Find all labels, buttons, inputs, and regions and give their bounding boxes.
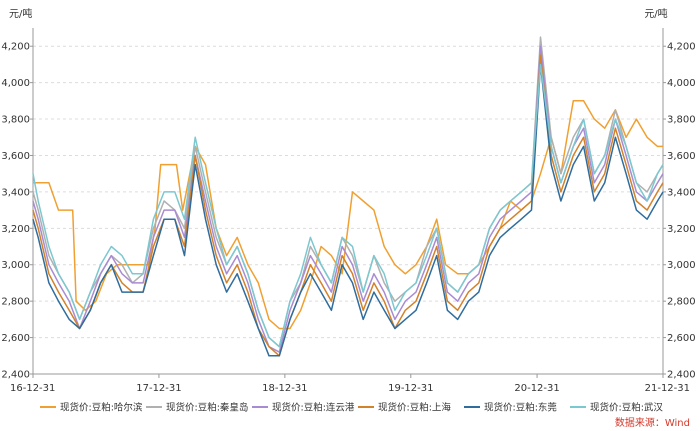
series-line-3 xyxy=(32,45,664,353)
y-tick-right-4200: 4,200 xyxy=(667,42,696,53)
y-tick-right-2800: 2,800 xyxy=(667,297,696,308)
y-tick-right-3200: 3,200 xyxy=(667,224,696,235)
y-tick-right-3800: 3,800 xyxy=(667,115,696,126)
legend-label-6: 现货价:豆粕:武汉 xyxy=(590,402,663,414)
y-tick-left-3600: 3,600 xyxy=(1,151,30,162)
legend-label-5: 现货价:豆粕:东莞 xyxy=(484,402,557,414)
axes: 2,400 2,400 2,600 2,600 2,800 2,800 3,000 3,000… xyxy=(1,28,696,394)
x-tick-2017-12-31: 17-12-31 xyxy=(136,383,181,394)
x-tick-2016-12-31: 16-12-31 xyxy=(10,383,55,394)
x-tick-2021-12-31: 21-12-31 xyxy=(645,383,690,394)
y-tick-left-4000: 4,000 xyxy=(1,78,30,89)
legend-label-3: 现货价:豆粕:连云港 xyxy=(272,402,355,414)
legend-label-4: 现货价:豆粕:上海 xyxy=(378,402,451,414)
series-line-5 xyxy=(32,63,664,357)
series-line-2 xyxy=(32,36,664,348)
series-lines xyxy=(32,36,664,357)
y-tick-right-2600: 2,600 xyxy=(667,333,696,344)
series-line-6 xyxy=(32,63,664,348)
left-unit-label: 元/吨 xyxy=(9,7,32,20)
x-tick-2019-12-31: 19-12-31 xyxy=(388,383,433,394)
series-line-4 xyxy=(32,54,664,357)
y-tick-left-2800: 2,800 xyxy=(1,297,30,308)
x-tick-2018-12-31: 18-12-31 xyxy=(262,383,307,394)
y-tick-left-2600: 2,600 xyxy=(1,333,30,344)
y-tick-right-3000: 3,000 xyxy=(667,260,696,271)
y-tick-left-4200: 4,200 xyxy=(1,42,30,53)
legend: 现货价:豆粕:哈尔滨 现货价:豆粕:秦皇岛 现货价:豆粕:连云港 现货价:豆粕:上海 现… xyxy=(40,402,663,414)
right-unit-label: 元/吨 xyxy=(644,7,667,20)
y-tick-left-3200: 3,200 xyxy=(1,224,30,235)
y-tick-left-3400: 3,400 xyxy=(1,187,30,198)
legend-label-1: 现货价:豆粕:哈尔滨 xyxy=(60,402,143,414)
legend-label-2: 现货价:豆粕:秦皇岛 xyxy=(166,402,248,414)
source-note: 数据来源：Wind xyxy=(615,416,690,429)
y-tick-right-3400: 3,400 xyxy=(667,187,696,198)
y-tick-left-2400: 2,400 xyxy=(1,370,30,381)
gridlines xyxy=(33,45,663,339)
y-tick-right-4000: 4,000 xyxy=(667,78,696,89)
y-tick-right-2400: 2,400 xyxy=(667,370,696,381)
series-line-1 xyxy=(33,100,663,330)
x-tick-2020-12-31: 20-12-31 xyxy=(514,383,559,394)
y-tick-left-3800: 3,800 xyxy=(1,115,30,126)
y-tick-right-3600: 3,600 xyxy=(667,151,696,162)
y-tick-left-3000: 3,000 xyxy=(1,260,30,271)
